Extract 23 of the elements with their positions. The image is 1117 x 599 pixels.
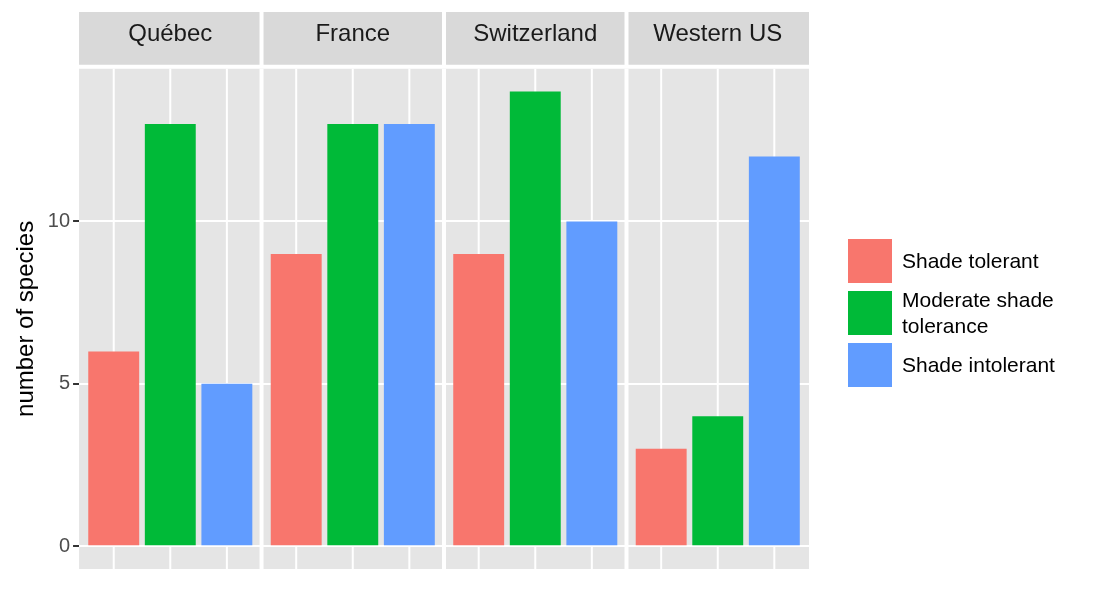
y-tick-label: 0 <box>58 533 71 556</box>
legend-label: Moderate shade tolerance <box>902 286 1055 339</box>
y-axis-title: number of species <box>11 220 39 417</box>
bar <box>566 221 618 546</box>
x-tick-label: Switzerland <box>473 19 598 47</box>
bar <box>88 351 140 546</box>
bar <box>692 416 744 546</box>
x-tick-label: France <box>315 19 391 47</box>
bar <box>270 253 322 546</box>
bar <box>453 253 505 546</box>
bar <box>144 124 196 546</box>
bar <box>509 91 561 546</box>
x-tick-label: Western US <box>653 19 783 47</box>
bar <box>748 156 800 546</box>
bar <box>635 448 687 546</box>
x-tick-label: Québec <box>128 19 213 47</box>
bar <box>383 124 435 546</box>
legend-label: Shade intolerant <box>902 351 1056 378</box>
y-tick-label: 5 <box>58 371 71 394</box>
bar <box>201 383 253 546</box>
bar <box>327 124 379 546</box>
y-tick-label: 10 <box>47 208 71 231</box>
legend-label: Shade tolerant <box>902 247 1040 274</box>
